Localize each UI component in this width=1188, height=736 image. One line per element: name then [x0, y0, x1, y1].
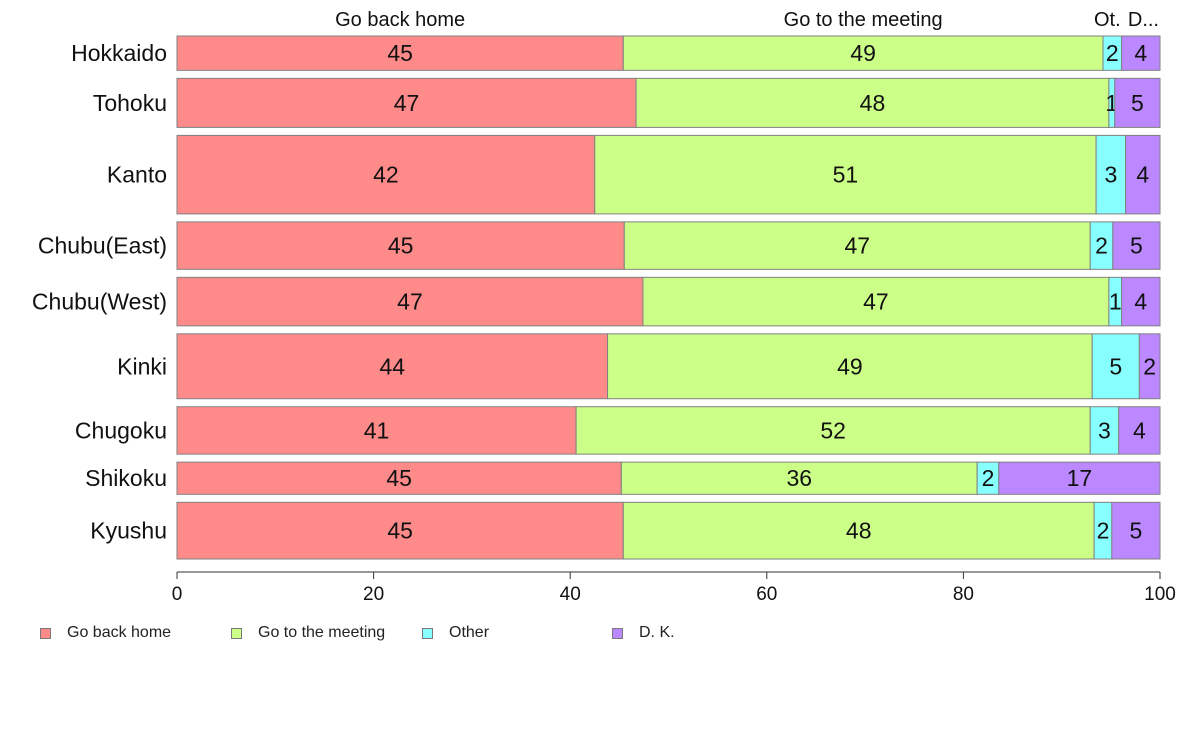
top-label-dk: D... [1128, 9, 1159, 31]
x-tick-label-80: 80 [953, 584, 974, 605]
legend-item-dk: D. K. [612, 624, 675, 642]
x-tick-label-60: 60 [756, 584, 777, 605]
bar-segment-tohoku-d-k [1114, 77, 1161, 128]
category-label-kyushu: Kyushu [90, 518, 167, 544]
legend-item-go-to-the-meeting: Go to the meeting [231, 624, 385, 642]
data-label-shikoku-d-k: 17 [1067, 465, 1093, 491]
legend-item-go-back-home: Go back home [40, 624, 171, 642]
top-label-go-to-the-meeting: Go to the meeting [784, 9, 943, 31]
bar-segment-chubu-east-d-k [1112, 221, 1161, 270]
bar-segment-kinki-go-back-home [176, 333, 609, 400]
top-label-other: Ot. [1094, 9, 1121, 31]
bar-segment-hokkaido-go-to-the-meeting [622, 35, 1104, 71]
top-label-go-back-home: Go back home [335, 9, 465, 31]
bar-segment-shikoku-go-to-the-meeting [620, 461, 978, 495]
category-label-chubu-west: Chubu(West) [32, 289, 167, 315]
bar-segment-shikoku-d-k [998, 461, 1161, 495]
x-tick-label-0: 0 [172, 584, 183, 605]
legend-swatch-go-to-the-meeting [231, 627, 242, 639]
data-label-kyushu-other: 2 [1097, 518, 1110, 544]
legend-swatch-dk [612, 627, 623, 639]
bar-segment-hokkaido-d-k [1121, 35, 1161, 71]
bar-segment-chubu-east-go-back-home [176, 221, 625, 270]
legend-label-go-to-the-meeting: Go to the meeting [258, 624, 386, 641]
data-label-chubu-east-other: 2 [1095, 233, 1108, 259]
bar-segment-chubu-west-go-back-home [176, 276, 644, 327]
data-label-hokkaido-d-k: 4 [1134, 40, 1147, 66]
data-label-hokkaido-other: 2 [1106, 40, 1119, 66]
legend-label-go-back-home: Go back home [67, 624, 172, 641]
data-label-kanto-go-back-home: 42 [373, 162, 399, 188]
data-label-kinki-d-k: 2 [1143, 353, 1156, 379]
bar-segment-kinki-go-to-the-meeting [607, 333, 1093, 400]
data-label-chubu-west-go-back-home: 47 [397, 289, 423, 315]
bar-segment-chubu-east-go-to-the-meeting [623, 221, 1091, 270]
bar-segment-kanto-go-back-home [176, 134, 596, 215]
data-label-chugoku-other: 3 [1098, 417, 1111, 443]
data-label-kyushu-go-to-the-meeting: 48 [846, 518, 872, 544]
legend: Go back home Go to the meeting Other D. … [40, 624, 760, 644]
data-label-kanto-other: 3 [1104, 162, 1117, 188]
bar-segment-tohoku-go-back-home [176, 77, 637, 128]
bar-segment-kyushu-go-back-home [176, 501, 624, 560]
data-label-hokkaido-go-to-the-meeting: 49 [850, 40, 876, 66]
data-label-kanto-go-to-the-meeting: 51 [833, 162, 859, 188]
data-label-shikoku-go-back-home: 45 [386, 465, 412, 491]
data-label-kinki-other: 5 [1109, 353, 1122, 379]
data-label-chugoku-go-to-the-meeting: 52 [820, 417, 846, 443]
data-label-kinki-go-back-home: 44 [379, 353, 405, 379]
data-label-chubu-east-d-k: 5 [1130, 233, 1143, 259]
category-label-kinki: Kinki [117, 353, 167, 379]
bar-segment-chugoku-other [1089, 406, 1120, 455]
data-label-chubu-west-other: 1 [1109, 289, 1122, 315]
bar-segment-chubu-west-go-to-the-meeting [642, 276, 1110, 327]
x-tick-label-100: 100 [1144, 584, 1176, 605]
legend-swatch-other [422, 627, 433, 639]
bar-segment-kanto-other [1095, 134, 1127, 215]
bar-segment-kanto-d-k [1125, 134, 1161, 215]
category-label-kanto: Kanto [107, 162, 167, 188]
data-label-chubu-west-go-to-the-meeting: 47 [863, 289, 889, 315]
data-label-kinki-go-to-the-meeting: 49 [837, 353, 863, 379]
legend-swatch-go-back-home [40, 627, 51, 639]
bar-segment-kyushu-d-k [1111, 501, 1161, 560]
bar-segment-chugoku-go-to-the-meeting [575, 406, 1091, 455]
bar-segment-tohoku-go-to-the-meeting [635, 77, 1110, 128]
legend-item-other: Other [422, 624, 489, 642]
data-label-chubu-east-go-back-home: 45 [388, 233, 414, 259]
data-label-hokkaido-go-back-home: 45 [387, 40, 413, 66]
bar-segment-shikoku-go-back-home [176, 461, 622, 495]
data-label-tohoku-d-k: 5 [1131, 90, 1144, 116]
data-label-kyushu-d-k: 5 [1130, 518, 1143, 544]
data-label-shikoku-other: 2 [982, 465, 995, 491]
bar-segment-kinki-d-k [1138, 333, 1161, 400]
category-label-chubu-east: Chubu(East) [38, 233, 167, 259]
data-label-tohoku-go-back-home: 47 [394, 90, 420, 116]
bar-segment-chugoku-d-k [1118, 406, 1161, 455]
data-label-chugoku-d-k: 4 [1133, 417, 1146, 443]
data-label-chugoku-go-back-home: 41 [364, 417, 390, 443]
bar-segment-kanto-go-to-the-meeting [594, 134, 1097, 215]
data-label-chubu-west-d-k: 4 [1134, 289, 1147, 315]
data-label-kanto-d-k: 4 [1136, 162, 1149, 188]
category-label-tohoku: Tohoku [93, 90, 167, 116]
legend-label-other: Other [449, 624, 490, 641]
data-label-chubu-east-go-to-the-meeting: 47 [844, 233, 870, 259]
x-tick-label-20: 20 [363, 584, 384, 605]
category-label-hokkaido: Hokkaido [71, 40, 167, 66]
data-label-tohoku-go-to-the-meeting: 48 [860, 90, 886, 116]
category-label-shikoku: Shikoku [85, 465, 167, 491]
data-label-shikoku-go-to-the-meeting: 36 [786, 465, 812, 491]
data-label-kyushu-go-back-home: 45 [387, 518, 413, 544]
legend-label-dk: D. K. [639, 624, 675, 641]
bar-segment-chubu-west-d-k [1121, 276, 1161, 327]
x-tick-label-40: 40 [560, 584, 581, 605]
bar-segment-kyushu-go-to-the-meeting [622, 501, 1095, 560]
category-label-chugoku: Chugoku [75, 417, 167, 443]
bar-segment-hokkaido-go-back-home [176, 35, 624, 71]
bar-segment-chugoku-go-back-home [176, 406, 577, 455]
